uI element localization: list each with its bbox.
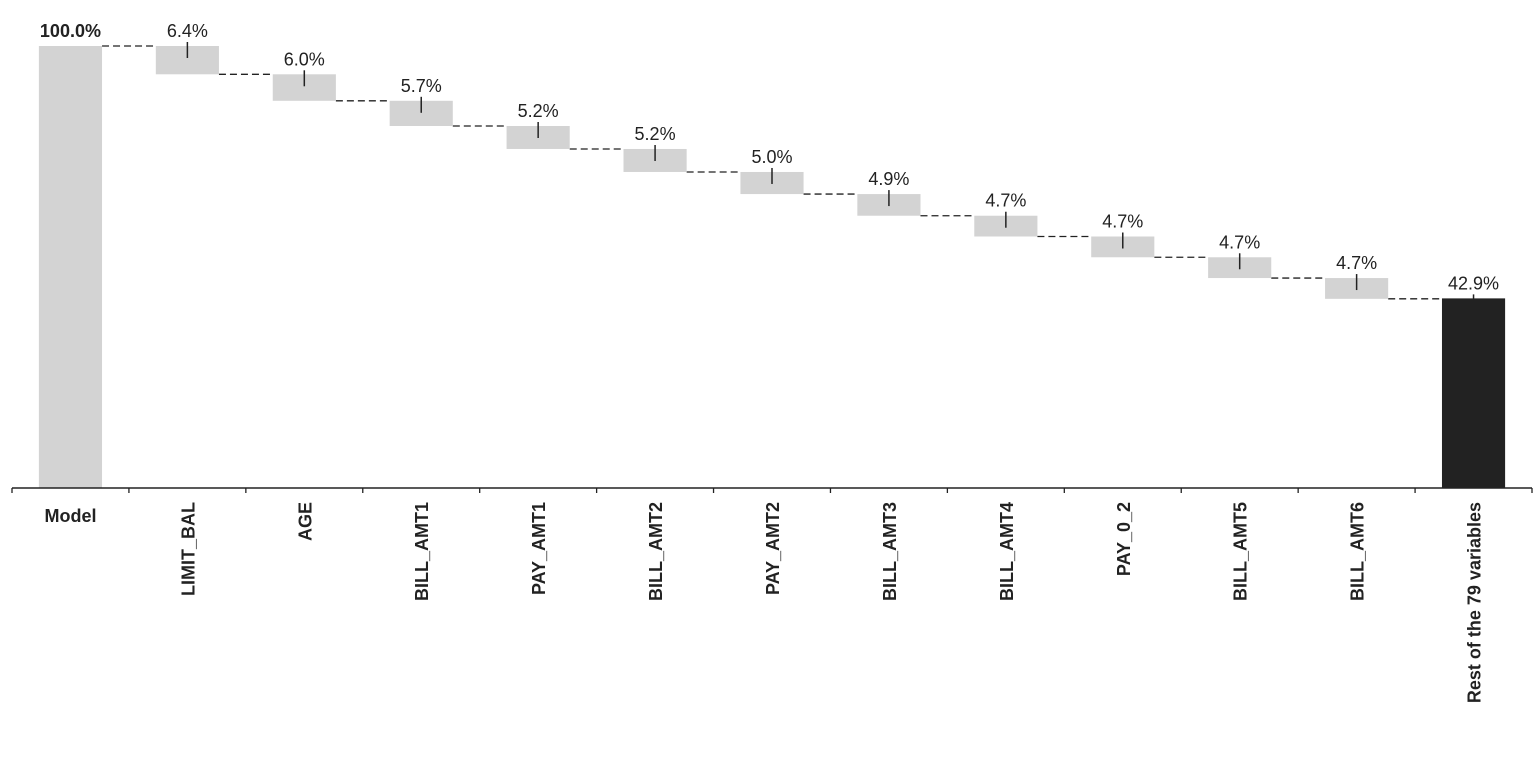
connector-lines	[102, 45, 1442, 300]
x-axis	[11, 487, 1533, 493]
value-labels: 100.0% 6.4% 6.0% 5.7% 5.2% 5.2% 5.0% 4.9% 4.7% 4.…	[40, 21, 1499, 293]
value-label: 4.7%	[985, 191, 1026, 211]
value-label: 4.7%	[1336, 253, 1377, 273]
value-ticks	[186, 42, 1475, 301]
value-label: 42.9%	[1448, 273, 1499, 293]
category-label: Model	[44, 506, 96, 526]
category-label: PAY_0_2	[1114, 502, 1134, 576]
value-label: 5.2%	[635, 124, 676, 144]
value-label: 4.9%	[868, 169, 909, 189]
category-label: LIMIT_BAL	[178, 502, 198, 596]
value-label: 5.7%	[401, 76, 442, 96]
category-label: AGE	[295, 502, 315, 541]
category-label: BILL_AMT1	[412, 502, 432, 601]
value-label: 100.0%	[40, 21, 101, 41]
category-label: Rest of the 79 variables	[1465, 502, 1485, 703]
value-label: 4.7%	[1102, 212, 1143, 232]
category-label: BILL_AMT6	[1348, 502, 1368, 601]
bar-model	[38, 46, 103, 488]
value-label: 4.7%	[1219, 232, 1260, 252]
value-label: 5.2%	[518, 101, 559, 121]
category-label: BILL_AMT4	[997, 502, 1017, 601]
category-label: PAY_AMT1	[529, 502, 549, 595]
category-label: BILL_AMT2	[646, 502, 666, 601]
category-labels: Model LIMIT_BAL AGE BILL_AMT1 PAY_AMT1 BILL_A…	[44, 502, 1484, 703]
value-label: 5.0%	[751, 147, 792, 167]
value-label: 6.4%	[167, 21, 208, 41]
bar-rest-of-the-79-variables	[1441, 298, 1506, 488]
category-label: PAY_AMT2	[763, 502, 783, 595]
category-label: BILL_AMT3	[880, 502, 900, 601]
value-label: 6.0%	[284, 49, 325, 69]
category-label: BILL_AMT5	[1231, 502, 1251, 601]
bars	[38, 46, 1506, 488]
